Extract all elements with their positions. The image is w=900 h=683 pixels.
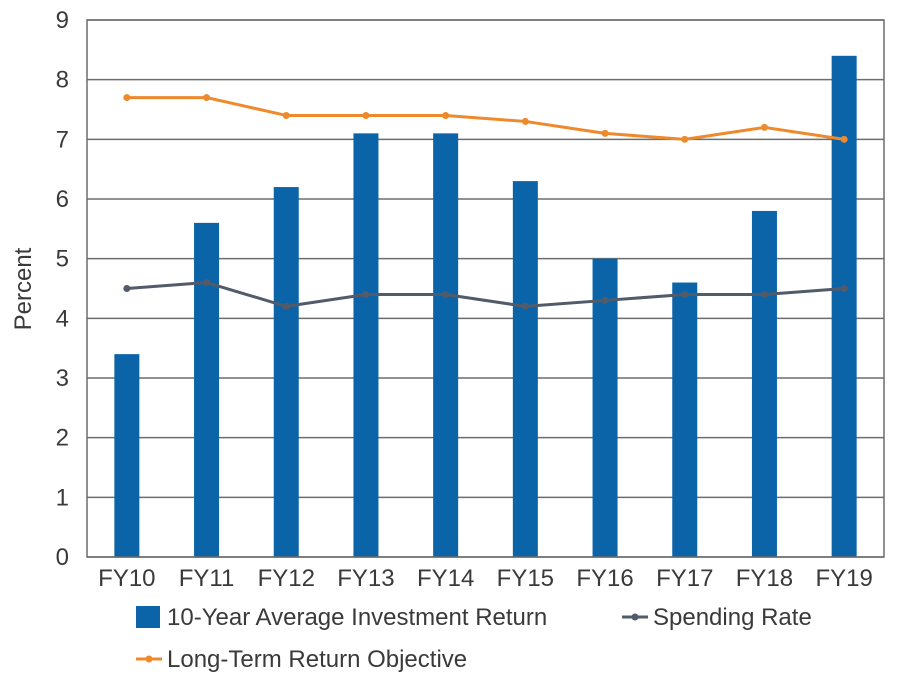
line-point xyxy=(123,285,131,292)
series-line xyxy=(126,281,845,308)
y-tick-label: 1 xyxy=(56,484,69,511)
bar xyxy=(831,55,857,558)
y-tick-label: 3 xyxy=(56,365,69,392)
line-point xyxy=(840,285,848,292)
legend-label: Spending Rate xyxy=(653,604,812,631)
line-point xyxy=(840,135,848,143)
bar xyxy=(433,133,459,557)
line-point xyxy=(442,111,450,119)
y-tick-label: 4 xyxy=(56,305,69,332)
line-point xyxy=(601,296,609,304)
legend-swatch-marker xyxy=(145,655,153,663)
line-point xyxy=(521,302,529,310)
legend-label: Long-Term Return Objective xyxy=(167,646,467,673)
y-tick-label: 6 xyxy=(56,186,69,213)
x-tick-label: FY14 xyxy=(417,565,474,592)
bar xyxy=(194,222,220,557)
bar xyxy=(114,354,140,557)
legend: 10-Year Average Investment Return Spendin… xyxy=(136,604,812,673)
y-tick-label: 5 xyxy=(56,246,69,273)
x-tick-label: FY13 xyxy=(337,565,394,592)
line-point xyxy=(521,117,529,125)
y-tick-label: 2 xyxy=(56,425,69,452)
bar-series xyxy=(114,55,857,558)
line-point xyxy=(601,129,609,137)
bar xyxy=(273,187,299,558)
x-tick-label: FY10 xyxy=(98,565,155,592)
y-axis-title: Percent xyxy=(10,247,37,330)
line-series xyxy=(123,94,848,310)
bar xyxy=(592,258,618,557)
x-tick-label: FY18 xyxy=(736,565,793,592)
series-line xyxy=(126,96,845,141)
line-point xyxy=(123,94,131,102)
line-point xyxy=(282,302,290,310)
x-tick-label: FY11 xyxy=(179,565,235,592)
x-tick-label: FY17 xyxy=(656,565,713,592)
plot-border xyxy=(86,19,885,558)
line-point xyxy=(282,111,290,119)
line-point xyxy=(203,94,211,102)
x-tick-label: FY12 xyxy=(258,565,315,592)
y-tick-label: 9 xyxy=(56,7,69,34)
plot-frame xyxy=(86,19,885,558)
line-point xyxy=(203,279,211,287)
y-tick-label: 8 xyxy=(56,67,69,94)
x-tick-label: FY16 xyxy=(576,565,633,592)
legend-swatch xyxy=(136,606,160,628)
legend-item: Long-Term Return Objective xyxy=(136,646,467,673)
bar xyxy=(512,181,538,557)
legend-item: 10-Year Average Investment Return xyxy=(136,604,547,631)
line-point xyxy=(760,290,768,298)
legend-swatch-marker xyxy=(631,613,639,621)
y-tick-label: 0 xyxy=(56,544,69,571)
line-point xyxy=(681,135,689,143)
x-tick-labels: FY10 FY11 FY12 FY13 FY14 FY15 FY16 FY17 FY18 FY19 xyxy=(98,565,873,592)
x-tick-label: FY15 xyxy=(497,565,554,592)
bar xyxy=(751,210,777,557)
bar xyxy=(672,282,698,557)
line-point xyxy=(681,290,689,298)
line-point xyxy=(362,111,370,119)
legend-item: Spending Rate xyxy=(622,604,812,631)
line-point xyxy=(442,290,450,298)
x-tick-label: FY19 xyxy=(815,565,872,592)
y-tick-labels: 0 1 2 3 4 5 6 7 8 9 xyxy=(56,7,69,571)
line-point xyxy=(362,290,370,298)
legend-label: 10-Year Average Investment Return xyxy=(167,604,547,631)
y-tick-label: 7 xyxy=(56,126,69,153)
bar xyxy=(353,133,379,557)
line-point xyxy=(760,123,768,131)
